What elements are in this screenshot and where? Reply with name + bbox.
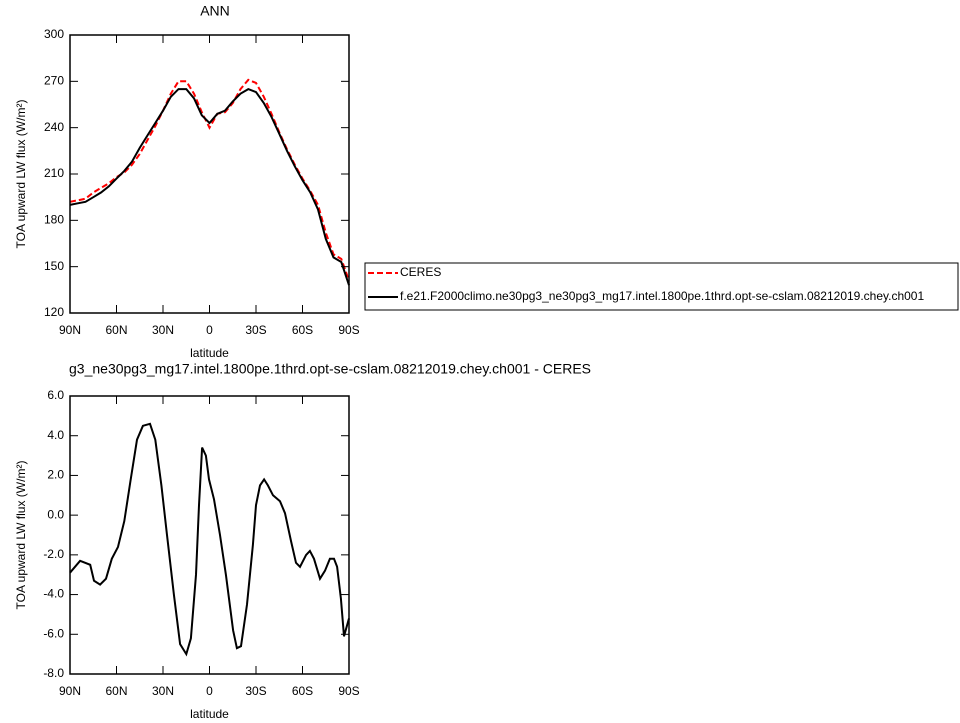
y-tick-label: -8.0 xyxy=(43,666,64,680)
x-tick-label: 60S xyxy=(292,684,313,698)
x-tick-label: 30N xyxy=(152,684,174,698)
y-tick-label: -2.0 xyxy=(43,547,64,561)
y-tick-label: 4.0 xyxy=(47,428,64,442)
y-tick-label: 2.0 xyxy=(47,468,64,482)
series-line xyxy=(69,422,350,657)
y-tick-label: 180 xyxy=(44,213,64,227)
plot-frame xyxy=(69,34,350,314)
y-tick-label: 300 xyxy=(44,27,64,41)
x-tick-label: 30S xyxy=(245,323,266,337)
x-tick-label: 90S xyxy=(338,323,359,337)
legend-box xyxy=(364,262,959,311)
panel: g3_ne30pg3_mg17.intel.1800pe.1thrd.opt-s… xyxy=(14,361,591,721)
series-line xyxy=(69,87,350,286)
chart-title: g3_ne30pg3_mg17.intel.1800pe.1thrd.opt-s… xyxy=(69,361,591,377)
y-axis-label: TOA upward LW flux (W/m²) xyxy=(14,461,28,610)
x-tick-label: 0 xyxy=(206,684,213,698)
y-tick-label: 6.0 xyxy=(47,388,64,402)
chart-title: ANN xyxy=(200,3,230,19)
plot-frame xyxy=(69,395,350,675)
x-tick-label: 90S xyxy=(338,684,359,698)
x-tick-label: 90N xyxy=(59,684,81,698)
y-tick-label: 120 xyxy=(44,305,64,319)
x-tick-label: 30S xyxy=(245,684,266,698)
x-axis-label: latitude xyxy=(190,707,229,721)
y-tick-label: 270 xyxy=(44,74,64,88)
y-tick-label: 150 xyxy=(44,259,64,273)
x-tick-label: 60N xyxy=(105,323,127,337)
y-tick-label: -6.0 xyxy=(43,626,64,640)
x-tick-label: 0 xyxy=(206,323,213,337)
y-tick-label: 240 xyxy=(44,120,64,134)
legend-label: f.e21.F2000climo.ne30pg3_ne30pg3_mg17.in… xyxy=(400,289,924,303)
legend-label: CERES xyxy=(400,265,441,279)
x-tick-label: 30N xyxy=(152,323,174,337)
series-line xyxy=(69,78,350,281)
y-axis-label: TOA upward LW flux (W/m²) xyxy=(14,100,28,249)
legend: CERES f.e21.F2000climo.ne30pg3_ne30pg3_mg… xyxy=(364,262,959,311)
panel: ANN latitude TOA upward LW flux (W/m²) 120 1… xyxy=(14,3,360,360)
y-tick-label: 0.0 xyxy=(47,507,64,521)
x-tick-label: 60N xyxy=(105,684,127,698)
x-tick-label: 90N xyxy=(59,323,81,337)
x-axis-label: latitude xyxy=(190,346,229,360)
x-tick-label: 60S xyxy=(292,323,313,337)
y-tick-label: 210 xyxy=(44,166,64,180)
y-tick-label: -4.0 xyxy=(43,587,64,601)
